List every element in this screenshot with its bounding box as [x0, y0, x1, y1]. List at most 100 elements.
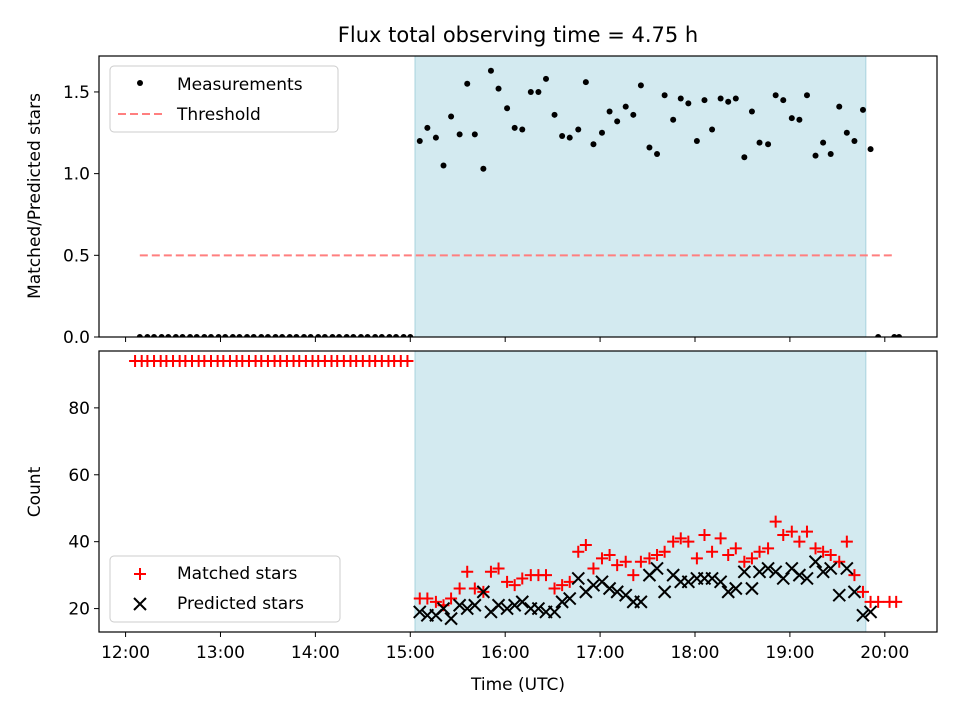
- measurements-point: [765, 141, 772, 148]
- axes-frame: [98, 55, 938, 338]
- predicted-stars-point: [563, 591, 577, 606]
- matched-stars-point: [729, 542, 742, 555]
- predicted-stars-point: [840, 561, 854, 576]
- matched-stars-point: [401, 355, 414, 368]
- measurements-point: [598, 129, 605, 136]
- matched-stars-point: [738, 555, 751, 568]
- measurements-point: [693, 137, 700, 144]
- measurements-point: [393, 334, 400, 337]
- matched-stars-point: [856, 585, 869, 598]
- predicted-stars-point: [436, 601, 451, 616]
- measurements-point: [378, 334, 385, 337]
- matched-stars-point: [539, 569, 552, 582]
- measurements-point: [300, 334, 307, 337]
- bottom-y-axis-label: Count: [25, 466, 45, 517]
- top-axes: 0.0 0.5 1.0 1.5: [63, 55, 938, 348]
- x-tick-label: 13:00: [196, 643, 245, 663]
- predicted-stars-point: [610, 585, 624, 599]
- y-tick-label: 60: [68, 466, 90, 486]
- matched-stars-point: [777, 528, 790, 541]
- matched-stars-point: [651, 549, 664, 562]
- top-legend-box: [109, 65, 339, 133]
- measurements-point: [654, 151, 661, 158]
- measurements-point: [471, 131, 478, 138]
- legend-marker-matched-stars: [134, 568, 146, 580]
- predicted-stars-point: [491, 598, 506, 612]
- measurements-point: [843, 129, 850, 136]
- matched-stars-point: [890, 595, 903, 608]
- matched-stars-point: [643, 552, 656, 565]
- measurements-point: [661, 92, 668, 99]
- measurements-point: [336, 334, 343, 337]
- measurements-point: [559, 133, 566, 140]
- measurements-point: [372, 334, 379, 337]
- predicted-stars-point: [856, 608, 870, 622]
- legend-marker-measurements: [137, 80, 143, 86]
- measurements-point: [701, 97, 708, 104]
- predicted-stars-point: [531, 601, 546, 616]
- x-tick-label: 20:00: [860, 643, 909, 663]
- matched-stars-point: [714, 532, 727, 545]
- predicted-stars-point: [547, 605, 562, 619]
- matched-stars-point: [785, 525, 798, 538]
- matched-stars-point: [453, 582, 466, 595]
- measurements-point: [343, 334, 350, 337]
- matched-stars-point: [793, 535, 806, 548]
- measurements-point: [440, 162, 447, 169]
- predicted-stars-point: [721, 585, 735, 599]
- matched-stars-point: [658, 545, 671, 558]
- measurements-point: [772, 92, 779, 99]
- matched-stars-point: [501, 575, 514, 588]
- x-tick-label: 18:00: [670, 643, 719, 663]
- measurements-point: [286, 334, 293, 337]
- measurements-point: [244, 334, 251, 337]
- x-tick-label: 12:00: [101, 643, 150, 663]
- matched-stars-point: [745, 552, 758, 565]
- measurements-point: [432, 134, 439, 141]
- legend-label-threshold: Threshold: [176, 105, 261, 125]
- predicted-stars-point: [761, 561, 775, 576]
- measurements-point: [424, 124, 431, 131]
- matched-stars-point: [603, 549, 616, 562]
- matched-stars-point: [690, 552, 703, 565]
- predicted-stars-point: [634, 595, 648, 609]
- y-tick-label: 20: [68, 600, 90, 620]
- measurements-point: [812, 152, 819, 159]
- predicted-stars-point: [792, 568, 807, 582]
- measurements-point: [875, 334, 882, 337]
- measurements-point: [709, 126, 716, 133]
- predicted-stars-point: [555, 595, 569, 609]
- predicted-stars-point: [657, 585, 672, 599]
- matched-stars-point: [674, 532, 687, 545]
- y-tick-label: 0.0: [63, 328, 90, 348]
- legend-label-matched-stars: Matched stars: [177, 564, 297, 584]
- matched-stars-point: [516, 572, 529, 585]
- predicted-stars-point: [832, 588, 846, 602]
- predicted-stars-point: [847, 585, 862, 599]
- matched-stars-point: [619, 555, 632, 568]
- measurements-point: [504, 105, 511, 112]
- predicted-stars-point: [752, 565, 767, 579]
- matched-stars-point: [698, 528, 711, 541]
- measurements-point: [293, 334, 300, 337]
- x-tick-label: 15:00: [386, 643, 435, 663]
- matched-stars-point: [706, 545, 719, 558]
- legend-label-predicted-stars: Predicted stars: [177, 594, 304, 614]
- measurements-point: [172, 334, 179, 337]
- measurements-point: [136, 334, 143, 337]
- matched-stars-point: [492, 562, 505, 575]
- matched-stars-point: [753, 545, 766, 558]
- matched-stars-point: [667, 535, 680, 548]
- measurements-point: [400, 334, 407, 337]
- predicted-stars-point: [824, 561, 838, 576]
- measurements-point: [416, 137, 423, 144]
- matched-stars-point: [508, 579, 521, 592]
- measurements-point: [622, 103, 629, 110]
- matched-stars-point: [627, 569, 640, 582]
- matched-stars-point: [461, 565, 474, 578]
- matched-stars-point: [769, 515, 782, 528]
- measurements-point: [796, 116, 803, 123]
- matched-stars-point: [611, 559, 624, 572]
- y-tick-label: 80: [68, 399, 90, 419]
